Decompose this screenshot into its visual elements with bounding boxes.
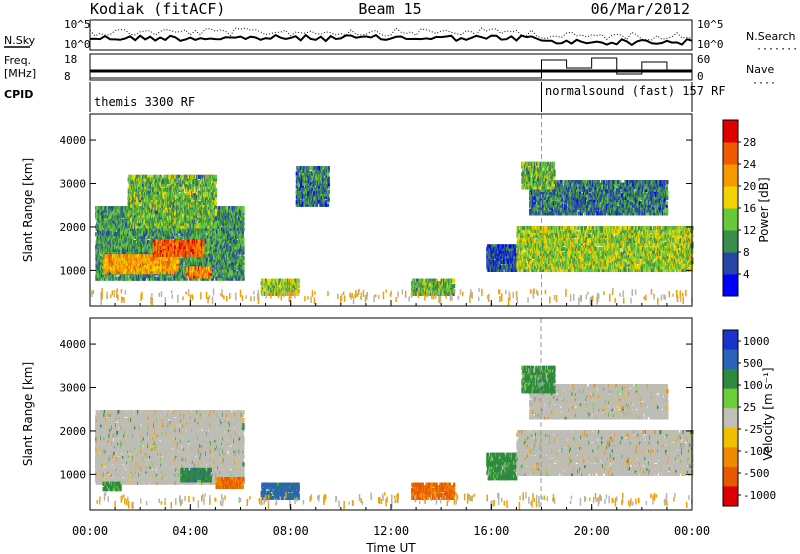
nave-line [90,58,692,78]
scatter-cell [242,206,244,210]
noise-tick-right-bottom: 10^0 [697,38,724,51]
freq-tick-right-bottom: 0 [697,70,704,83]
cpid-mode-1: themis 3300 RF [94,95,195,109]
beam-title: Beam 15 [358,0,421,18]
date-title: 06/Mar/2012 [591,0,690,18]
cpid-panel: CPID themis 3300 RF normalsound (fast) 1… [4,82,726,112]
scatter-cell [177,260,179,264]
scatter-cell [115,277,117,281]
noise-panel: N.Sky 10^5 10^0 10^5 10^0 N.Search ·····… [4,18,798,55]
noise-sky-line [90,35,692,45]
noise-right-legend: ······· [756,44,798,55]
freq-tick-left-top: 18 [64,53,77,66]
scatter-cell [242,243,244,247]
noise-tick-left-top: 10^5 [64,18,91,31]
scatter-cell [242,222,244,226]
station-title: Kodiak (fitACF) [90,0,225,18]
scatter-cell [242,227,244,231]
scatter-cell [242,237,244,241]
freq-tick-right-top: 60 [697,53,710,66]
scatter-cell [242,274,244,278]
scatter-cell [242,256,244,260]
cpid-mode-2: normalsound (fast) 157 RF [545,84,726,98]
noise-right-label: N.Search [746,30,796,43]
freq-left-label-line2: [MHz] [4,67,36,80]
noise-left-label: N.Sky [4,34,36,47]
freq-tick-left-bottom: 8 [64,70,71,83]
freq-left-label-line1: Freq. [4,54,31,67]
scatter-cell [242,217,244,221]
nave-legend: ···· [752,78,776,89]
cpid-label: CPID [4,88,33,101]
nave-label: Nave [746,63,774,76]
noise-tick-left-bottom: 10^0 [64,38,91,51]
scatter-cell [111,235,113,239]
noise-tick-right-top: 10^5 [697,18,724,31]
